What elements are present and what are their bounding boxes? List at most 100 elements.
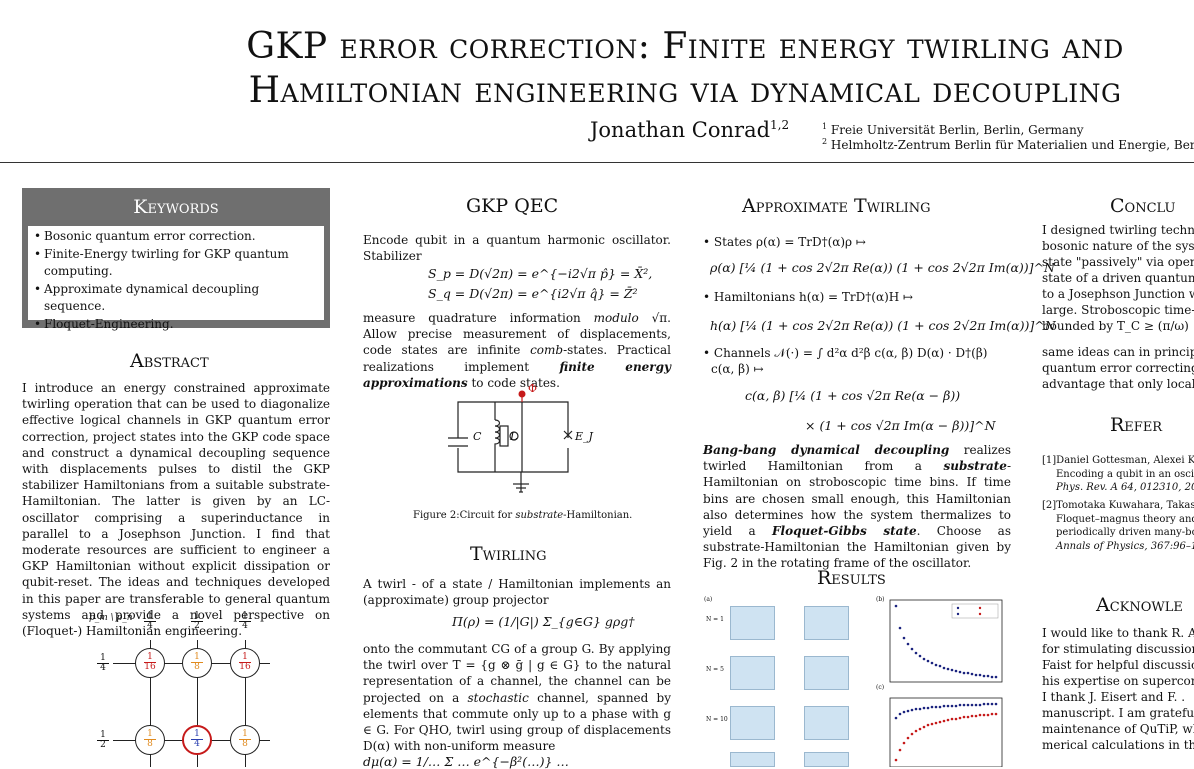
substrate-circuit-diagram (448, 390, 573, 493)
row-label: N = 5 (706, 666, 724, 673)
measure-eq: dμ(α) = 1/… Σ … e^{−β²(…)} … (363, 754, 569, 769)
lattice-node (230, 725, 260, 755)
lattice-node (135, 725, 165, 755)
lattice-line (197, 640, 198, 767)
figure-2-caption: Figure 2:Circuit for substrate-Hamiltoni… (413, 510, 633, 521)
circuit-L-label: L (510, 430, 518, 443)
header-divider (0, 162, 1194, 163)
keywords-box: Keywords Bosonic quantum error correctio… (22, 188, 330, 333)
lattice-node (230, 648, 260, 678)
poster-title-line-2: Hamiltonian engineering via dynamical de… (248, 70, 1122, 111)
panel-a-label: (a) (704, 596, 713, 603)
ack-line: for stimulating discussions t (1042, 642, 1194, 656)
wigner-plot (804, 656, 849, 690)
bullet-hamiltonians: • Hamiltonians h(α) = TrD†(α)H ↦ (703, 290, 914, 304)
channels-eq-1: c(α, β) [¼ (1 + cos √2π Re(α − β)) (745, 388, 961, 403)
gkp-qec-intro: Encode qubit in a quantum harmonic oscil… (363, 233, 671, 264)
keywords-heading: Keywords (133, 196, 219, 218)
twirling-heading: Twirling (470, 543, 547, 565)
conclusion-line: state "passively" via open- (1042, 255, 1194, 269)
ack-line: maintenance of QuTiP, whi (1042, 722, 1194, 736)
keyword-item: Approximate dynamical decoupling sequenc… (34, 281, 318, 316)
keywords-list: Bosonic quantum error correction. Finite… (28, 226, 324, 333)
wigner-plot (804, 752, 849, 767)
row-label: N = 1 (706, 616, 724, 623)
wigner-plot (804, 606, 849, 640)
hamiltonians-eq: h(α) [¼ (1 + cos 2√2π Re(α)) (1 + cos 2√… (710, 318, 1056, 333)
conclusion-line: state of a driven quantum h (1042, 271, 1194, 285)
bullet-states: • States ρ(α) = TrD†(α)ρ ↦ (703, 235, 866, 249)
stabilizer-eq-2: S_q = D(√2π) = e^{i2√π q̂} = Z̄² (428, 286, 638, 301)
decay-plots (889, 599, 1003, 767)
conclusion-line: bosonic nature of the syste (1042, 239, 1194, 253)
lattice-node-value: 1 16 (239, 652, 251, 672)
conclusion-line: large. Stroboscopic time-b (1042, 303, 1194, 317)
gkp-qec-heading: GKP QEC (466, 195, 559, 217)
abstract-text: I introduce an energy constrained approx… (22, 381, 330, 639)
wigner-plot (730, 706, 775, 740)
lattice-node-highlight (182, 725, 212, 755)
reference-item: [2]Tomotaka Kuwahara, Takashi Floquet–ma… (1042, 500, 1194, 552)
conclusion-heading: Conclu (1110, 195, 1176, 217)
keyword-item: Finite-Energy twirling for GKP quantum c… (34, 246, 318, 281)
row-label: N = 10 (706, 716, 728, 723)
acknowledgements-heading: Acknowle (1096, 594, 1183, 616)
ack-line: Faist for helpful discussion (1042, 658, 1194, 672)
reference-item: [1]Daniel Gottesman, Alexei Kit Encoding… (1042, 455, 1194, 493)
lattice-node-value: 1 16 (144, 652, 156, 672)
conclusion-line: bounded by T_C ≥ (π/ω) 10^{8N} (1042, 319, 1194, 333)
bullet-channels: • Channels 𝒩(·) = ∫ d²α d²β c(α, β) D(α)… (703, 346, 988, 360)
author-name: Jonathan Conrad1,2 (590, 118, 790, 142)
affiliation-1: 1 Freie Universität Berlin, Berlin, Germ… (822, 122, 1084, 137)
twirling-body: onto the commutant CG of a group G. By a… (363, 642, 671, 754)
conclusion-line: advantage that only local c (1042, 377, 1194, 391)
conclusion-line: to a Josephson Junction w (1042, 287, 1194, 301)
approx-twirling-heading: Approximate Twirling (742, 195, 931, 217)
conclusion-line: same ideas can in principl (1042, 345, 1194, 359)
ack-line: I would like to thank R. A (1042, 626, 1194, 640)
circuit-phi-label: Φ (528, 382, 538, 395)
channels-eq-2: × (1 + cos √2π Im(α − β))]^N (805, 418, 996, 433)
results-heading: Results (817, 567, 886, 589)
wigner-plot (730, 606, 775, 640)
bang-bang-text: Bang-bang dynamical decoupling realizes … (703, 443, 1011, 571)
ack-line: merical calculations in this (1042, 738, 1194, 752)
stabilizer-eq-1: S_p = D(√2π) = e^{−i2√π p̂} = X̄², (428, 266, 653, 281)
lattice-line (150, 640, 151, 767)
panel-c-label: (c) (876, 684, 885, 691)
group-projector-eq: Π(ρ) = (1/|G|) Σ_{g∈G} gρg† (452, 614, 635, 629)
lattice-node (135, 648, 165, 678)
ack-line: his expertise on supercondu (1042, 674, 1194, 688)
panel-b-label: (b) (876, 596, 885, 603)
affiliation-2: 2 Helmholtz-Zentrum Berlin für Materiali… (822, 137, 1194, 152)
references-heading: Refer (1110, 414, 1163, 436)
channels-sub: c(α, β) ↦ (711, 362, 764, 376)
poster-title-line-1: GKP error correction: Finite energy twir… (246, 26, 1124, 67)
keyword-item: Floquet-Engineering. (34, 316, 318, 334)
circuit-EJ-label: E_J (575, 430, 593, 443)
abstract-heading: Abstract (130, 350, 209, 372)
conclusion-line: quantum error correcting co (1042, 361, 1194, 375)
wigner-plot (804, 706, 849, 740)
wigner-plot (730, 752, 775, 767)
lattice-node (182, 648, 212, 678)
keyword-item: Bosonic quantum error correction. (34, 228, 318, 246)
ack-line: manuscript. I am grateful f (1042, 706, 1194, 720)
gkp-qec-body: measure quadrature information modulo √π… (363, 311, 671, 390)
ack-line: I thank J. Eisert and F. . (1042, 690, 1186, 704)
states-eq: ρ(α) [¼ (1 + cos 2√2π Re(α)) (1 + cos 2√… (710, 260, 1055, 275)
conclusion-line: I designed twirling technique (1042, 223, 1194, 237)
circuit-C-label: C (473, 430, 482, 443)
twirling-intro: A twirl - of a state / Hamiltonian imple… (363, 577, 671, 608)
lattice-line (245, 640, 246, 767)
wigner-plot (730, 656, 775, 690)
